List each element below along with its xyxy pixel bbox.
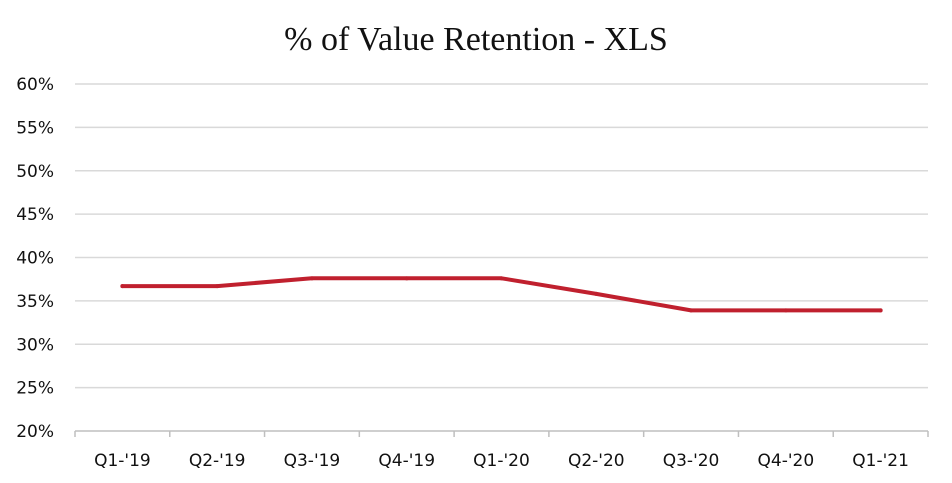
x-tick-label: Q3-'20	[663, 451, 720, 471]
data-point	[878, 308, 883, 313]
data-point	[499, 276, 504, 281]
data-point	[783, 308, 788, 313]
data-point	[404, 276, 409, 281]
y-tick-label: 60%	[16, 75, 54, 95]
y-tick-label: 35%	[16, 292, 54, 312]
data-point	[215, 284, 220, 289]
y-tick-label: 55%	[16, 118, 54, 138]
y-tick-label: 20%	[16, 422, 54, 442]
y-tick-label: 45%	[16, 205, 54, 225]
chart-title: % of Value Retention - XLS	[284, 21, 668, 58]
data-point	[689, 308, 694, 313]
y-axis-ticks: 20% 25% 30% 35% 40% 45% 50% 55% 60%	[16, 75, 54, 442]
y-tick-label: 25%	[16, 379, 54, 399]
data-point	[594, 291, 599, 296]
y-tick-label: 40%	[16, 249, 54, 269]
x-tick-label: Q1-'19	[94, 451, 151, 471]
y-tick-label: 30%	[16, 335, 54, 355]
x-tick-label: Q4-'20	[758, 451, 815, 471]
x-tick-label: Q2-'20	[568, 451, 625, 471]
x-tick-label: Q4-'19	[378, 451, 435, 471]
series-lines	[120, 276, 883, 313]
x-tick-label: Q1-'20	[473, 451, 530, 471]
x-tick-label: Q1-'21	[852, 451, 909, 471]
series-line-0	[120, 276, 883, 313]
x-axis: Q1-'19 Q2-'19 Q3-'19 Q4-'19 Q1-'20 Q2-'20 Q3-'…	[74, 430, 929, 471]
x-tick-label: Q3-'19	[284, 451, 341, 471]
data-point	[120, 284, 125, 289]
data-point	[309, 276, 314, 281]
gridlines	[75, 83, 928, 389]
y-tick-label: 50%	[16, 162, 54, 182]
x-tick-label: Q2-'19	[189, 451, 246, 471]
